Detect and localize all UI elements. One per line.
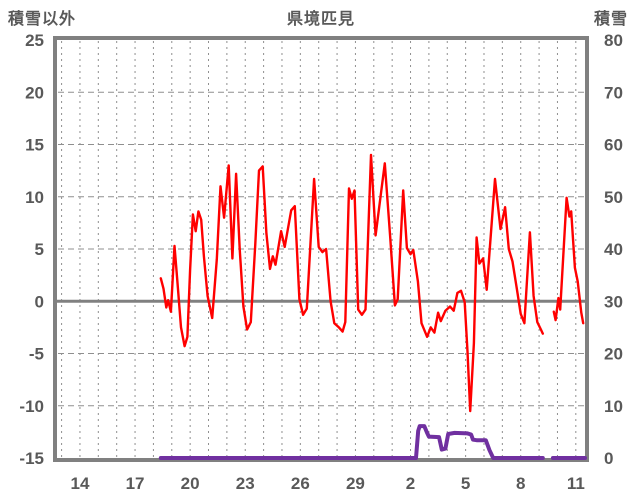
left-axis-tick-label: -10 bbox=[19, 397, 44, 416]
left-axis-tick-label: 10 bbox=[25, 188, 44, 207]
left-axis-tick-label: 5 bbox=[35, 240, 44, 259]
left-axis-tick-label: 25 bbox=[25, 31, 44, 50]
x-axis-tick-label: 23 bbox=[236, 474, 255, 493]
right-axis-tick-label: 20 bbox=[604, 345, 623, 364]
left-axis-tick-label: -5 bbox=[29, 345, 44, 364]
temperature-line bbox=[159, 153, 544, 413]
right-axis-tick-label: 50 bbox=[604, 188, 623, 207]
chart-title: 県境匹見 bbox=[286, 11, 355, 28]
x-axis-tick-label: 20 bbox=[181, 474, 200, 493]
right-axis-tick-label: 70 bbox=[604, 83, 623, 102]
x-axis-tick-label: 5 bbox=[461, 474, 470, 493]
temperature-line bbox=[552, 196, 585, 325]
right-axis-tick-label: 0 bbox=[604, 449, 613, 468]
snow-depth-line bbox=[158, 424, 545, 460]
right-axis-tick-label: 10 bbox=[604, 397, 623, 416]
right-axis-title: 積雪 bbox=[593, 11, 628, 28]
left-axis-tick-label: 0 bbox=[35, 292, 44, 311]
x-axis-tick-label: 8 bbox=[516, 474, 525, 493]
x-axis-tick-label: 2 bbox=[406, 474, 415, 493]
x-axis-tick-label: 29 bbox=[346, 474, 365, 493]
left-axis-tick-label: -15 bbox=[19, 449, 44, 468]
x-axis-tick-label: 26 bbox=[291, 474, 310, 493]
x-axis-tick-label: 17 bbox=[126, 474, 145, 493]
x-axis-tick-label: 14 bbox=[70, 474, 89, 493]
left-axis-title: 積雪以外 bbox=[8, 11, 77, 28]
right-axis-tick-label: 60 bbox=[604, 136, 623, 155]
left-axis-tick-label: 20 bbox=[25, 83, 44, 102]
left-axis-tick-label: 15 bbox=[25, 136, 44, 155]
right-axis-tick-label: 30 bbox=[604, 292, 623, 311]
right-axis-tick-label: 40 bbox=[604, 240, 623, 259]
right-axis-tick-label: 80 bbox=[604, 31, 623, 50]
x-axis-tick-label: 11 bbox=[567, 474, 585, 493]
